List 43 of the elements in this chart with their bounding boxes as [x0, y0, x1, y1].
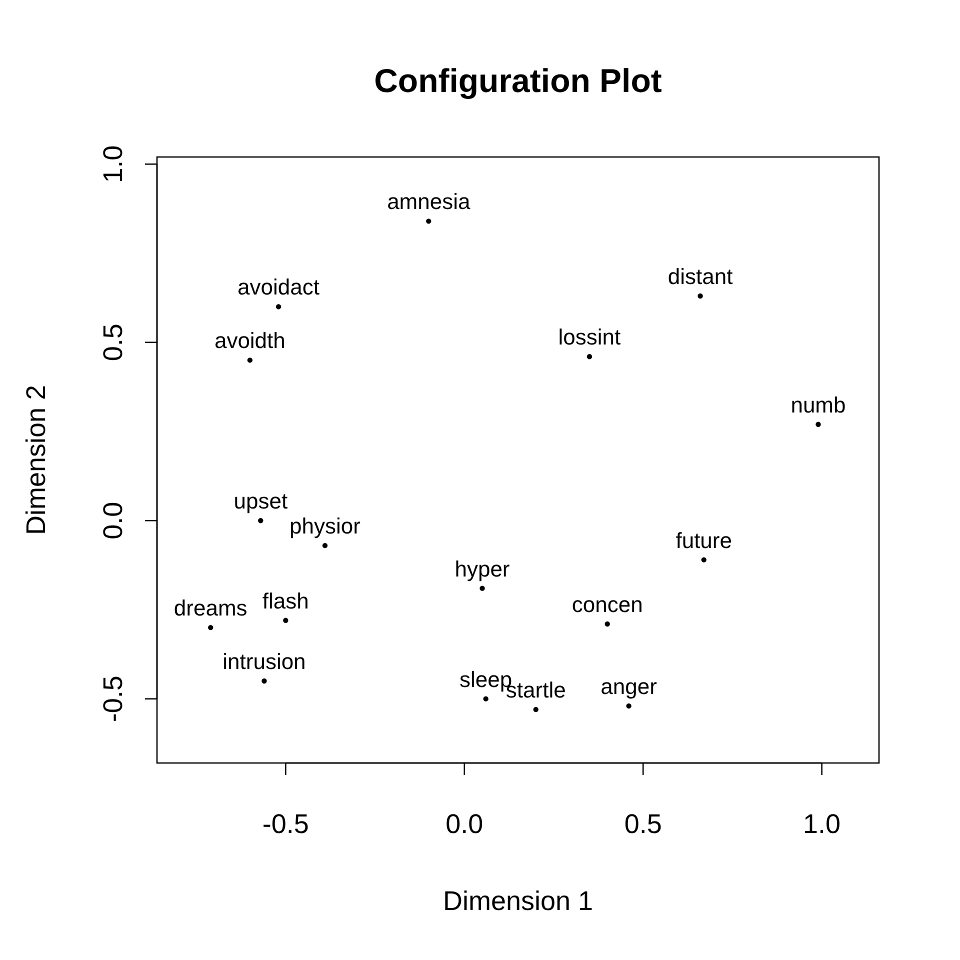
annotation: flash	[262, 588, 309, 614]
annotation: avoidth	[214, 328, 286, 354]
point	[322, 542, 328, 548]
annotation: amnesia	[387, 189, 471, 214]
annotation: intrusion	[222, 649, 306, 674]
point	[208, 624, 214, 630]
annotation: avoidact	[238, 274, 320, 300]
point	[247, 358, 253, 363]
point	[604, 621, 610, 627]
x-tick-label: 0.0	[446, 809, 484, 839]
point	[483, 696, 488, 702]
annotation: lossint	[558, 324, 621, 350]
x-tick-label: -0.5	[262, 809, 309, 839]
annotation: physior	[290, 514, 360, 539]
y-axis-title: Dimension 2	[21, 384, 51, 536]
point	[533, 706, 538, 712]
annotation: distant	[668, 264, 733, 290]
point	[698, 293, 703, 299]
point	[276, 304, 282, 310]
annotation: anger	[600, 674, 657, 699]
chart-title: Configuration Plot	[374, 62, 662, 99]
point	[586, 354, 592, 360]
x-tick-label: 0.5	[624, 809, 662, 839]
point	[426, 218, 432, 224]
y-tick-label: -0.5	[98, 676, 128, 722]
point	[258, 518, 264, 524]
point	[283, 618, 288, 624]
annotation: hyper	[454, 556, 510, 582]
point	[262, 678, 267, 684]
annotation: future	[676, 528, 732, 553]
annotation: dreams	[174, 596, 248, 621]
annotation: numb	[790, 392, 846, 418]
y-tick-label: 1.0	[98, 145, 128, 183]
point	[480, 586, 485, 591]
point	[701, 557, 706, 562]
x-tick-label: 1.0	[803, 809, 841, 839]
annotation: upset	[234, 488, 288, 514]
annotation: concen	[572, 592, 643, 617]
y-tick-label: 0.5	[98, 324, 128, 362]
point	[626, 703, 632, 709]
y-tick-label: 0.0	[98, 502, 128, 540]
point	[816, 422, 821, 427]
x-axis-title: Dimension 1	[442, 886, 594, 916]
